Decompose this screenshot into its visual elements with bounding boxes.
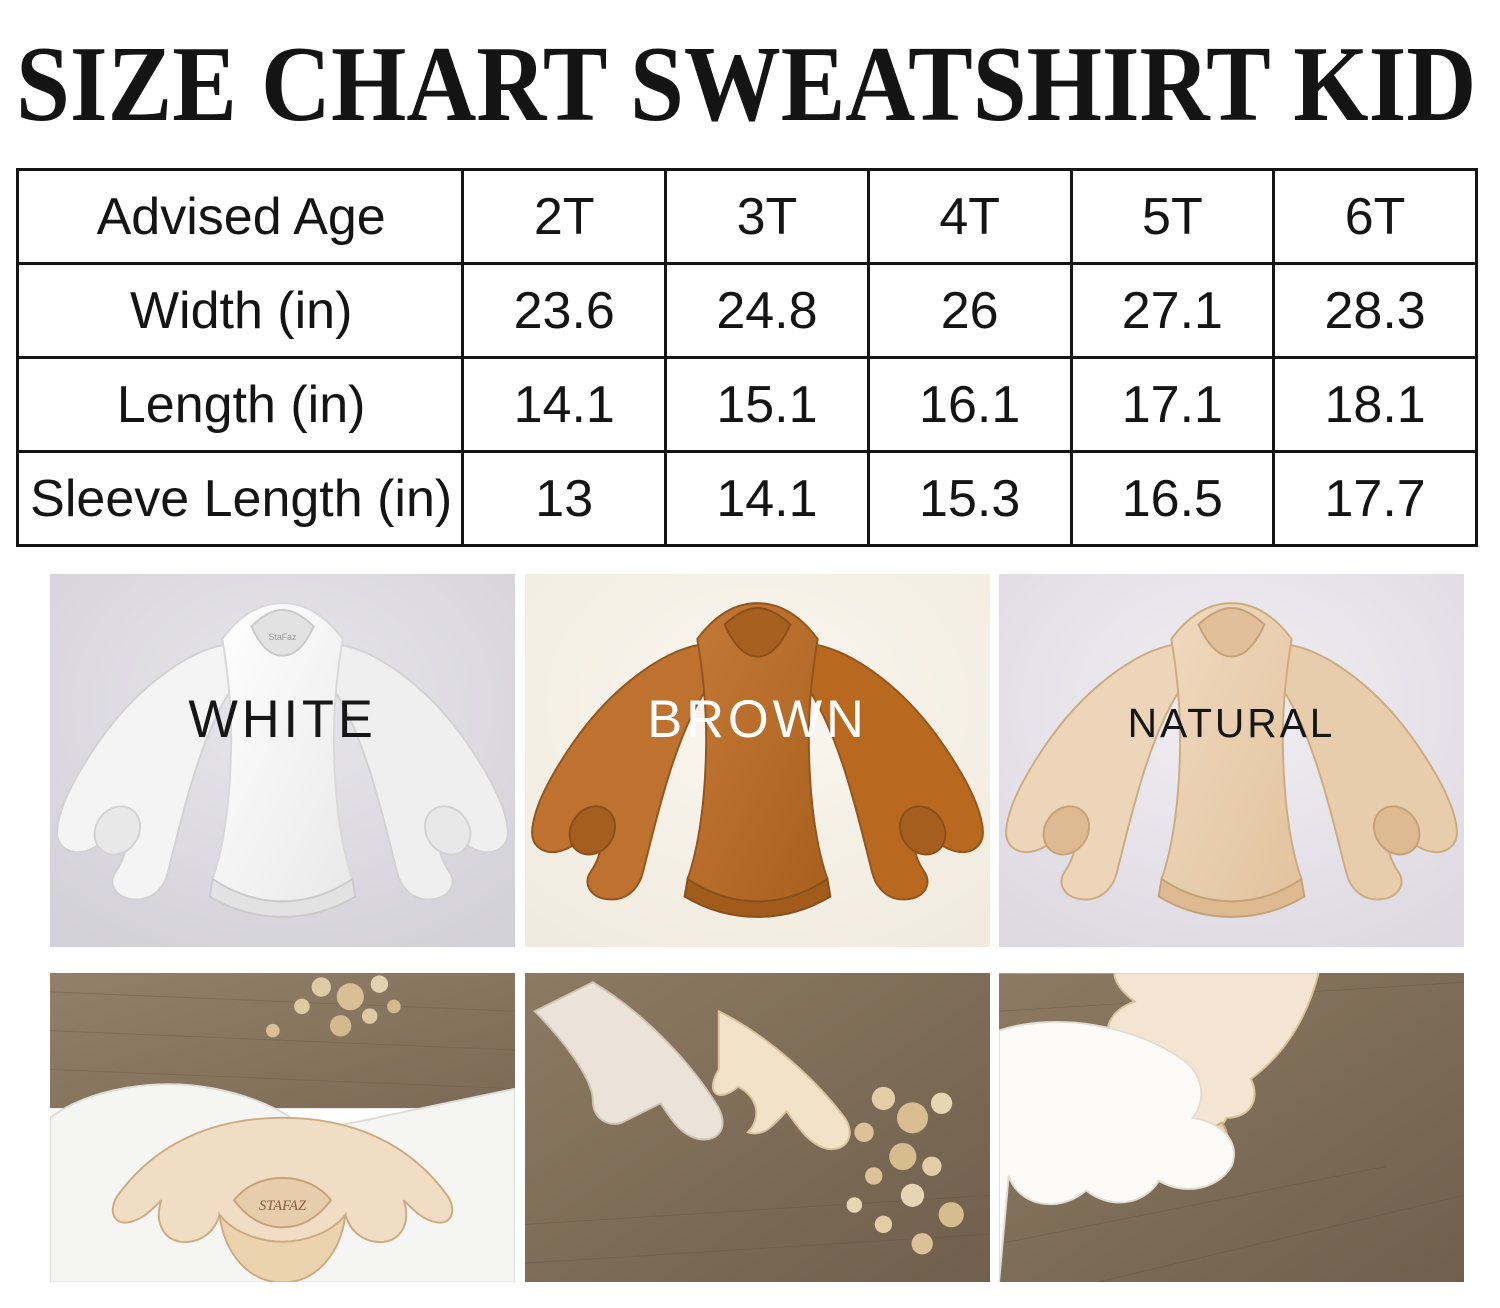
svg-text:StaFaz: StaFaz — [269, 632, 297, 642]
svg-text:NATURAL: NATURAL — [1128, 700, 1336, 746]
svg-text:STAFAZ: STAFAZ — [259, 1198, 307, 1214]
svg-text:BROWN: BROWN — [647, 691, 867, 749]
svg-text:WHITE: WHITE — [188, 691, 376, 749]
